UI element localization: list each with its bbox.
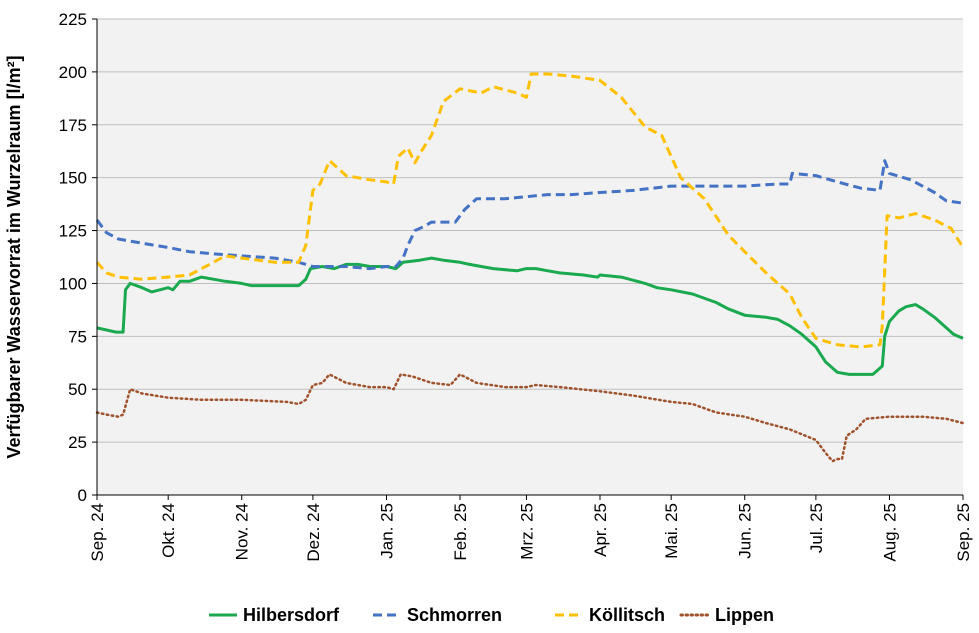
y-tick-label: 25 [68, 433, 87, 452]
x-tick-label: Feb. 25 [451, 503, 470, 561]
y-tick-label: 75 [68, 327, 87, 346]
x-tick-label: Mai. 25 [662, 503, 681, 559]
x-tick-label: Nov. 24 [233, 503, 252, 560]
x-tick-label: Aug. 25 [880, 503, 899, 562]
y-tick-label: 100 [59, 274, 87, 293]
legend-label: Hilbersdorf [243, 605, 340, 625]
series-line-hilbersdorf [96, 256, 964, 376]
y-tick-label: 225 [59, 10, 87, 29]
legend-label: Köllitsch [589, 605, 665, 625]
x-tick-label: Jan. 25 [377, 503, 396, 559]
legend-label: Lippen [715, 605, 774, 625]
x-tick-label: Jul. 25 [807, 503, 826, 553]
x-tick-label: Jun. 25 [736, 503, 755, 559]
series-line-lippen [95, 373, 965, 463]
series-line-k-llitsch [95, 72, 965, 349]
y-tick-label: 0 [78, 486, 87, 505]
series-line-schmorren [95, 159, 964, 271]
y-tick-labels: 0 25 50 75 100 125 150 175 200 225 [59, 10, 97, 505]
x-tick-label: Apr. 25 [591, 503, 610, 557]
y-tick-label: 175 [59, 116, 87, 135]
y-tick-label: 50 [68, 380, 87, 399]
y-tick-label: 200 [59, 63, 87, 82]
y-tick-label: 150 [59, 169, 87, 188]
x-tick-label: Sep. 25 [954, 503, 973, 562]
x-tick-labels: Sep. 24 Okt. 24 Nov. 24 Dez. 24 Jan. 25 Feb. … [88, 495, 973, 562]
series-lines [95, 72, 965, 463]
legend-label: Schmorren [407, 605, 502, 625]
x-tick-label: Dez. 24 [304, 503, 323, 562]
x-tick-label: Mrz. 25 [517, 503, 536, 560]
legend: Hilbersdorf Schmorren Köllitsch Lippen [209, 605, 774, 625]
x-tick-label: Sep. 24 [88, 503, 107, 562]
x-tick-label: Okt. 24 [159, 503, 178, 558]
y-tick-label: 125 [59, 222, 87, 241]
y-axis-label: Verfügbarer Wasservorrat im Wurzelraum [… [4, 55, 24, 458]
